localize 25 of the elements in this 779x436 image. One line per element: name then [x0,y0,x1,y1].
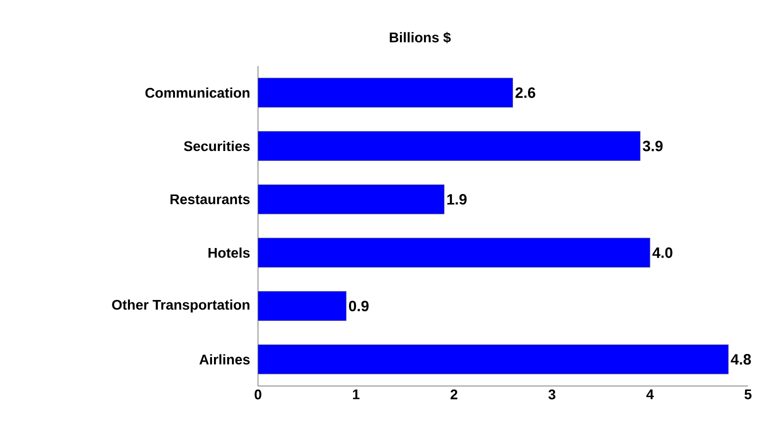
data-label: 1.9 [447,194,467,205]
data-label: 4.0 [652,247,672,258]
y-tick-label: Restaurants [170,194,250,204]
bar [258,291,346,321]
bar [258,131,640,161]
x-tick-label: 5 [744,390,752,400]
x-tick-label: 0 [254,390,262,400]
x-tick-label: 4 [646,390,654,400]
bar [258,78,514,108]
bar [258,184,444,214]
x-tick-label: 3 [548,390,556,400]
x-tick-label: 2 [450,390,458,400]
y-tick-label: Other Transportation [112,300,250,312]
y-tick-label: Securities [184,140,250,152]
y-tick-label: Airlines [199,354,250,364]
data-label: 3.9 [642,140,663,152]
x-tick-label: 1 [353,390,360,400]
y-tick-label: Hotels [208,248,250,258]
text: Billions $ [390,32,451,44]
y-tick-label: Communication [145,88,250,98]
bar [258,344,729,374]
bar [258,238,650,268]
data-label: 2.6 [516,87,536,98]
data-label: 4.8 [730,354,751,365]
data-label: 0.9 [348,300,369,312]
